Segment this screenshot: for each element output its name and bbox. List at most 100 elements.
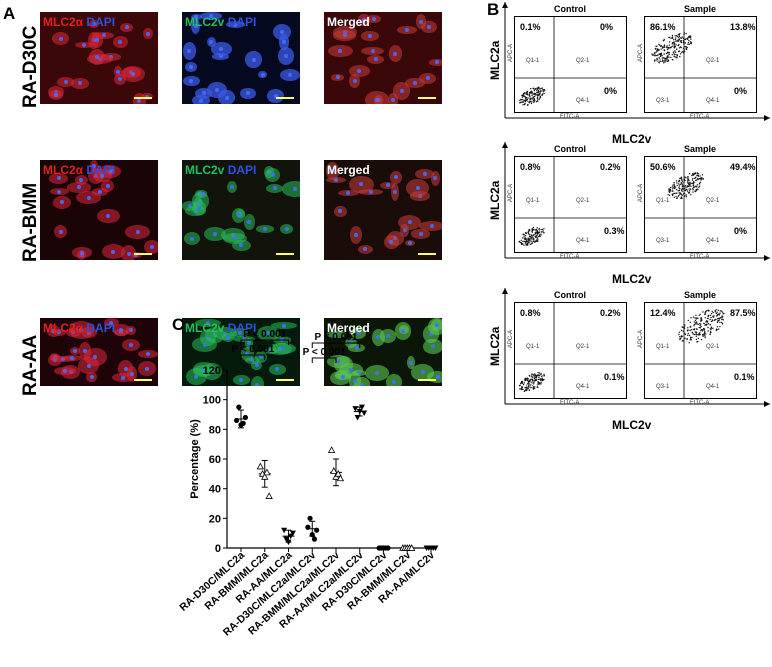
- quadrant-label: Q3-1: [526, 384, 540, 390]
- data-point: [309, 532, 315, 538]
- nucleus-blob: [79, 177, 84, 182]
- data-point: [305, 524, 311, 530]
- nucleus-blob: [230, 184, 235, 189]
- nucleus-blob: [79, 328, 84, 333]
- nucleus-blob: [78, 81, 83, 86]
- fitc-axis-name: FITC-A: [560, 114, 580, 120]
- data-point: [263, 468, 271, 476]
- quadrant-percent-q4: 0%: [734, 226, 748, 236]
- nucleus-blob: [79, 250, 84, 255]
- y-axis-title: Percentage (%): [189, 419, 201, 499]
- micrograph-r2-c2: MLC2v DAPI: [182, 160, 300, 260]
- data-point: [281, 527, 288, 534]
- panel-b-letter: B: [487, 0, 500, 19]
- micrograph-r1-c1: MLC2α DAPI: [40, 12, 158, 104]
- micrograph-label: Merged: [327, 15, 370, 29]
- quadrant-percent-q1: 50.6%: [650, 162, 676, 172]
- flow-plot-title: Control: [554, 144, 586, 154]
- nucleus-blob: [188, 65, 193, 70]
- nucleus-blob: [251, 57, 256, 62]
- quadrant-label: Q1-1: [526, 344, 540, 350]
- nucleus-blob: [120, 375, 125, 380]
- data-point: [283, 536, 290, 543]
- apc-axis-name: APC-A: [508, 183, 515, 203]
- nucleus-blob: [265, 331, 270, 336]
- quadrant-percent-q2: 0%: [600, 22, 614, 32]
- nucleus-blob: [189, 236, 194, 241]
- nucleus-blob: [209, 40, 214, 44]
- flow-outer-axes: [502, 2, 770, 121]
- nucleus-blob: [392, 380, 397, 385]
- micrograph-label: MLC2v DAPI: [185, 321, 257, 335]
- nucleus-blob: [119, 327, 124, 332]
- quadrant-label: Q2-1: [706, 344, 720, 350]
- nucleus-blob: [131, 71, 136, 76]
- nucleus-blob: [247, 220, 252, 225]
- nucleus-blob: [357, 370, 362, 375]
- nucleus-blob: [418, 231, 423, 236]
- nucleus-blob: [101, 33, 106, 38]
- quadrant-label: Q3-1: [526, 238, 540, 244]
- nucleus-blob: [100, 173, 105, 178]
- data-point: [356, 409, 363, 415]
- nucleus-blob: [352, 79, 357, 84]
- micrograph-r3-c3: Merged: [324, 318, 442, 386]
- panel-a-letter: A: [3, 4, 16, 23]
- quadrant-percent-q1: 0.1%: [520, 22, 541, 32]
- nucleus-blob: [419, 19, 424, 24]
- data-point: [240, 420, 246, 426]
- fitc-axis-name: FITC-A: [560, 254, 580, 260]
- flow-plot-sample: [644, 156, 757, 253]
- micrograph-r3-c1: MLC2α DAPI: [40, 318, 158, 386]
- quadrant-label: Q4-1: [576, 384, 590, 390]
- fitc-axis-name: FITC-A: [560, 400, 580, 406]
- data-point: [287, 533, 294, 540]
- nucleus-blob: [401, 329, 406, 334]
- y-tick-label: 80: [209, 424, 221, 436]
- nucleus-blob: [82, 348, 87, 353]
- nucleus-blob: [63, 79, 68, 84]
- micrograph-label: MLC2v DAPI: [185, 163, 257, 177]
- nucleus-blob: [105, 183, 110, 188]
- data-point: [314, 527, 320, 533]
- nucleus-blob: [375, 98, 380, 103]
- nucleus-blob: [56, 176, 61, 181]
- nucleus-blob: [375, 371, 380, 376]
- quadrant-percent-q1: 12.4%: [650, 308, 676, 318]
- nucleus-blob: [146, 31, 151, 36]
- nucleus-blob: [434, 322, 439, 327]
- data-point: [330, 467, 338, 474]
- nucleus-blob: [270, 172, 275, 177]
- data-point: [311, 536, 318, 542]
- quadrant-label: Q2-1: [576, 58, 590, 64]
- micrograph-r3-c2: MLC2v DAPI: [182, 318, 300, 386]
- flow-plot-control: [514, 156, 627, 253]
- significance-bracket: [240, 354, 266, 360]
- quadrant-label: Q4-1: [706, 384, 720, 390]
- data-point: [236, 404, 242, 410]
- micrograph-r1-c2: MLC2v DAPI: [182, 12, 300, 104]
- nucleus-blob: [118, 39, 123, 44]
- nucleus-blob: [394, 175, 399, 180]
- nucleus-blob: [407, 220, 412, 225]
- nucleus-blob: [224, 95, 229, 100]
- quadrant-label: Q2-1: [706, 58, 720, 64]
- quadrant-label: Q1-1: [526, 198, 540, 204]
- scale-bar: [134, 253, 152, 255]
- nucleus-blob: [193, 24, 198, 29]
- scale-bar: [418, 253, 436, 255]
- row-label-ra-bmm: RA-BMM: [20, 182, 41, 262]
- fitc-axis-name: FITC-A: [690, 400, 710, 406]
- nucleus-blob: [433, 176, 438, 181]
- quadrant-percent-q2: 0.2%: [600, 308, 621, 318]
- quadrant-label: Q1-1: [526, 58, 540, 64]
- nucleus-blob: [218, 54, 223, 59]
- data-point: [336, 474, 345, 482]
- quadrant-label: Q2-1: [576, 344, 590, 350]
- quadrant-percent-q4: 0.3%: [604, 226, 625, 236]
- nucleus-blob: [422, 172, 427, 177]
- p-value-label: P < 0.001: [303, 347, 346, 358]
- micrograph-r2-c3: Merged: [324, 160, 442, 260]
- data-point: [407, 544, 416, 551]
- nucleus-blob: [239, 243, 244, 248]
